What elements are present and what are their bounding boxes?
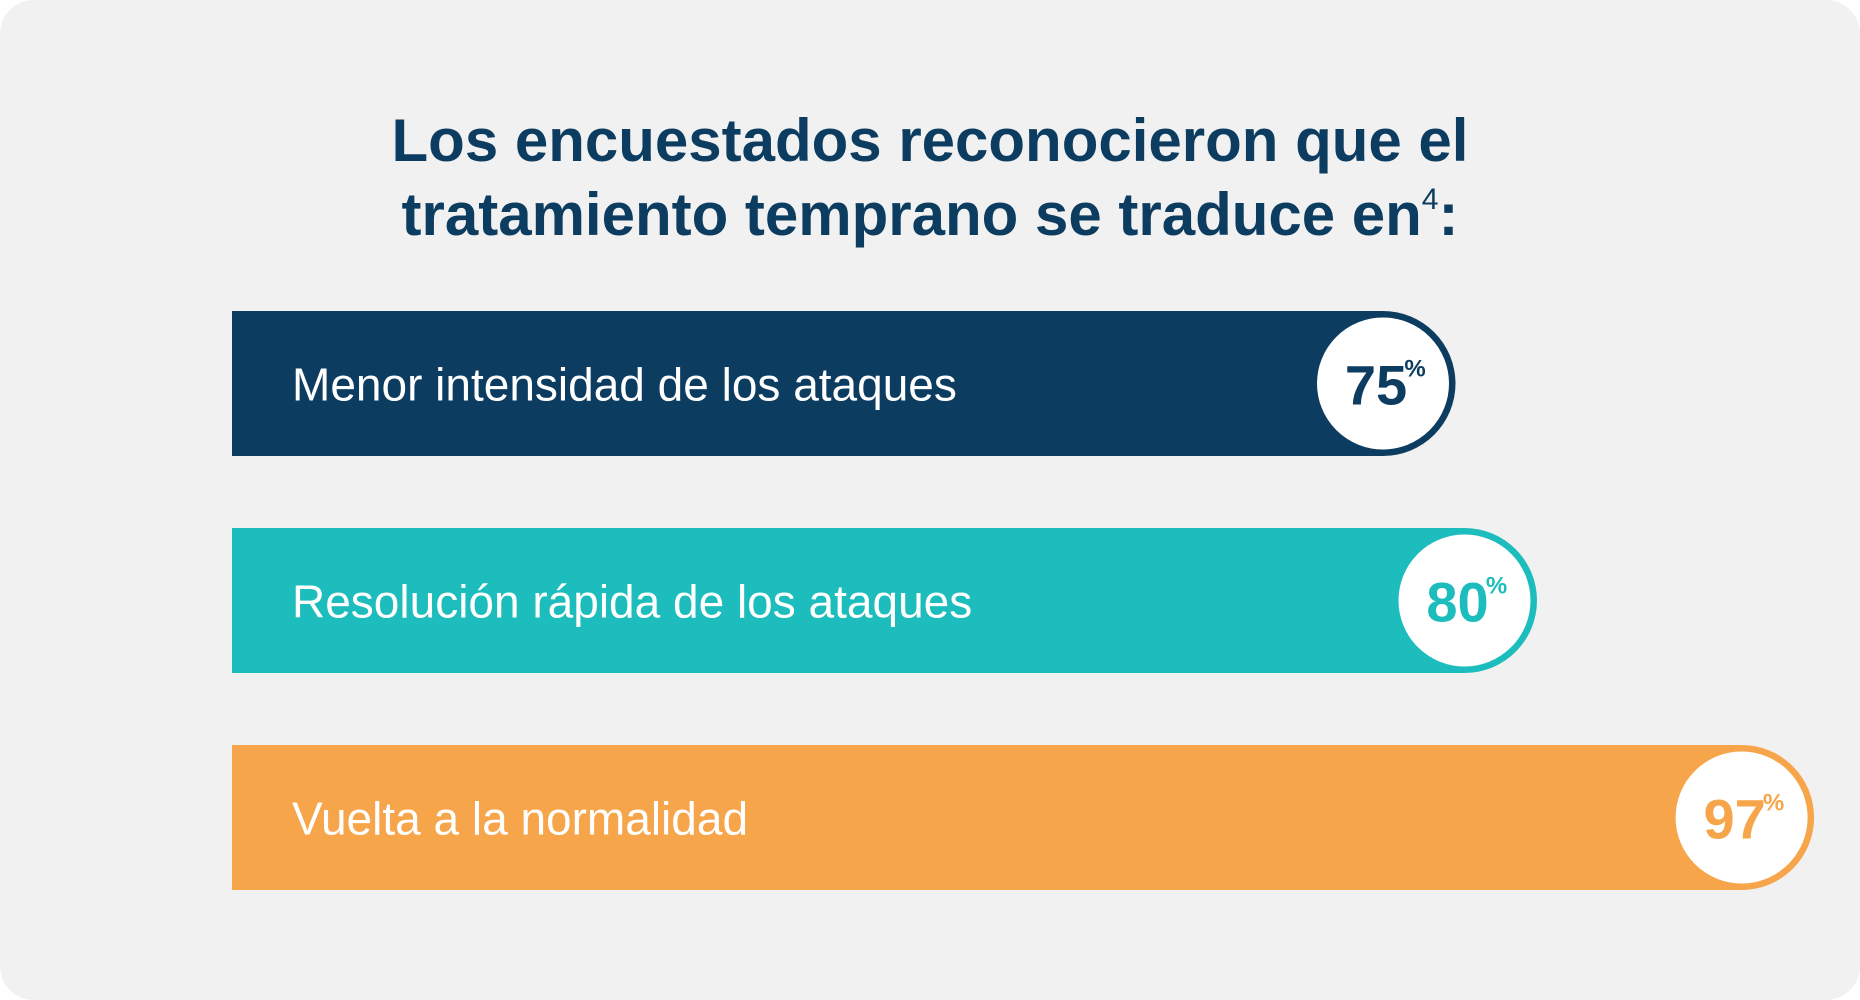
percent-sign: % [1486, 573, 1507, 600]
data-label: 80 [1426, 571, 1488, 634]
bar-label: Resolución rápida de los ataques [292, 576, 972, 628]
title-footnote-ref: 4 [1421, 183, 1439, 216]
value-badge [1313, 313, 1453, 454]
bar-group: Resolución rápida de los ataques 80% [232, 528, 1537, 673]
bar [232, 745, 1815, 890]
data-label: 75 [1345, 354, 1407, 417]
percent-sign: % [1763, 790, 1784, 817]
chart-title: Los encuestados reconocieron que el trat… [0, 104, 1860, 263]
value-badge [1394, 530, 1535, 671]
title-line-2: tratamiento temprano se traduce en [401, 181, 1422, 248]
value-badge [1671, 747, 1812, 888]
bar-label: Vuelta a la normalidad [292, 793, 748, 845]
bar-group: Menor intensidad de los ataques 75% [232, 311, 1456, 456]
data-label: 97 [1703, 788, 1765, 851]
percent-sign: % [1404, 356, 1425, 383]
bar [232, 311, 1456, 456]
title-colon: : [1438, 181, 1459, 248]
bar-label: Menor intensidad de los ataques [292, 359, 957, 411]
bar-group: Vuelta a la normalidad 97% [232, 745, 1815, 890]
title-line-1: Los encuestados reconocieron que el [391, 107, 1469, 174]
bar [232, 528, 1537, 673]
